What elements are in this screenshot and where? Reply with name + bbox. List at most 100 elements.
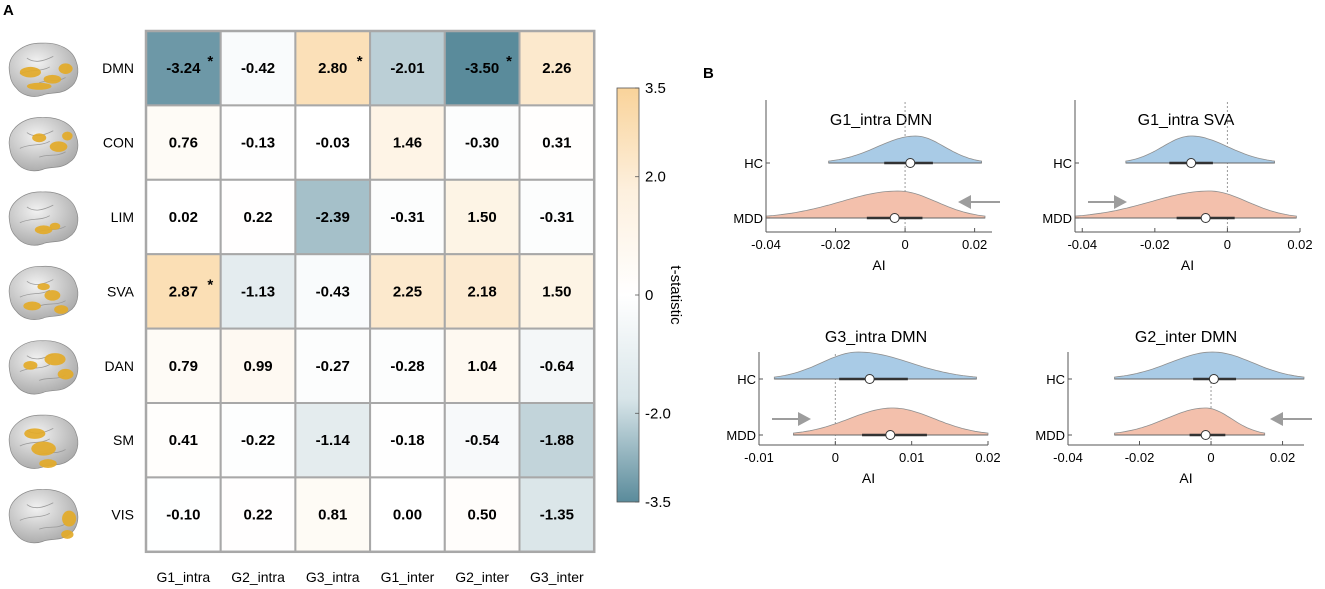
subplot-title: G2_inter DMN [1135,329,1237,346]
brain-icon [8,117,79,172]
median-dot [1186,158,1197,168]
x-tick-label: -0.04 [1053,450,1083,465]
heatmap-cell-value: -0.27 [316,358,350,375]
colorbar-tick-label: 2.0 [645,169,666,186]
heatmap-cell [219,104,297,181]
subplot-title: G3_intra DMN [825,329,927,346]
heatmap-cell-value: 0.76 [169,135,198,152]
group-label: HC [737,372,756,387]
brain-icon [8,191,79,246]
median-dot [905,158,916,168]
heatmap-cell [294,253,372,330]
x-tick-label: 0 [832,450,839,465]
heatmap-cell-value: -0.13 [241,135,275,152]
col-label: G3_intra [306,569,360,585]
heatmap-cell [145,402,222,479]
mdd-violin [1074,190,1297,219]
group-label: HC [744,156,763,171]
heatmap-cell-value: -1.13 [241,283,275,300]
x-tick-label: -0.04 [751,237,781,252]
heatmap-cell [219,30,297,107]
significance-star: * [506,53,512,70]
x-tick-label: -0.02 [1140,237,1170,252]
colorbar-ticks: 3.5 2.0 0 -2.0 -3.5 [635,80,671,511]
x-tick-label: 0.02 [962,237,987,252]
heatmap-cell-value: -0.18 [390,432,424,449]
heatmap-cell [443,327,521,405]
heatmap-cell-value: -1.35 [540,507,574,524]
heatmap-cell-value: 0.99 [243,358,272,375]
x-tick-label: 0.02 [1270,450,1295,465]
x-tick-label: 0 [901,237,908,252]
heatmap-cell [219,178,297,256]
col-label: G1_inter [381,569,435,585]
x-tick-label: 0.02 [1287,237,1312,252]
group-label: MDD [733,211,763,226]
heatmap-cell [518,476,596,553]
direction-arrow-icon [1114,195,1127,209]
panel-b-letter: B [703,65,714,82]
significance-star: * [357,53,363,70]
heatmap-cell-value: 1.50 [468,209,497,226]
heatmap-cell-value: -0.31 [540,209,574,226]
x-axis-label: AI [1181,257,1194,273]
heatmap-cell [443,178,521,256]
heatmap-cell-value: -2.39 [316,209,350,226]
x-axis-label: AI [862,470,875,486]
heatmap-cell [518,104,596,181]
row-label: DMN [102,60,134,76]
median-dot [889,213,900,223]
heatmap-cell-value: -1.14 [316,432,351,449]
hc-violin [1114,351,1305,380]
brain-icon [8,340,79,395]
direction-arrow-icon [958,195,971,209]
heatmap-cell-value: 1.04 [468,358,498,375]
heatmap-cell [369,104,446,181]
heatmap-cell-value: 0.41 [169,432,198,449]
brain-thumbnails [8,42,79,544]
heatmap-cell-value: -0.42 [241,60,275,77]
heatmap-cell-value: 0.22 [243,507,272,524]
heatmap-cell-value: 0.81 [318,507,347,524]
median-dot [1200,213,1211,223]
row-label: SM [113,432,134,448]
subplot-title: G1_intra DMN [830,112,932,129]
hc-violin [828,135,982,164]
heatmap-cell-value: -0.30 [465,135,499,152]
heatmap-cell-value: 0.79 [169,358,198,375]
brain-icon [8,42,79,97]
heatmap-cell-value: -2.01 [390,60,424,77]
significance-star: * [207,276,213,293]
heatmap-cell-value: -3.50 [465,60,499,77]
col-label: G1_intra [156,569,210,585]
subplot-title: G1_intra SVA [1138,112,1235,129]
heatmap-row-labels: DMN CON LIM SVA DAN SM VIS [102,60,135,522]
group-label: HC [1053,156,1072,171]
colorbar-label: t-statistic [667,265,684,325]
heatmap-cell [369,178,446,256]
heatmap-cell-value: 2.25 [393,283,422,300]
x-axis-label: AI [1179,470,1192,486]
row-label: SVA [107,283,135,299]
brain-icon [8,266,79,321]
heatmap-cell [443,253,521,330]
heatmap-cell [518,30,596,107]
heatmap-cells: -3.24 * -0.42 2.80 * -2.01 -3.50 * 2.26 0.76 -0.13… [144,29,596,554]
heatmap-cell-value: 0.22 [243,209,272,226]
heatmap-cell-value: -1.88 [540,432,574,449]
group-label: HC [1046,372,1065,387]
brain-icon [8,414,79,469]
heatmap-cell [219,253,297,330]
heatmap-cell-value: 2.26 [542,60,571,77]
row-label: VIS [111,507,134,523]
heatmap-cell [145,476,222,553]
x-tick-label: 0.01 [899,450,924,465]
col-label: G3_inter [530,569,584,585]
heatmap-cell [369,253,446,330]
row-label: CON [103,135,134,151]
median-dot [885,430,896,440]
heatmap-cell-value: 0.00 [393,507,422,524]
group-label: MDD [1035,428,1065,443]
x-tick-label: -0.01 [744,450,774,465]
panel-a-letter: A [3,2,14,19]
